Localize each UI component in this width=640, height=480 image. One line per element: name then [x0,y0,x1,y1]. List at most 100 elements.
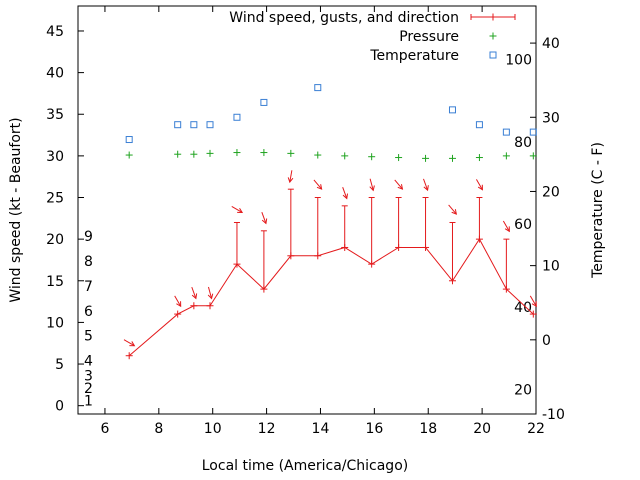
y-tick-label: 25 [46,191,64,207]
chart-marks [123,84,537,360]
temperature-point [502,128,510,136]
fahrenheit-label: 60 [514,217,532,233]
beaufort-label: 4 [84,354,93,370]
wind-direction-arrow [342,187,348,199]
beaufort-label: 8 [84,254,93,270]
y2-tick-label: 30 [542,110,560,126]
wind-speed-point [341,243,349,251]
wind-speed-point [125,352,133,360]
pressure-point [368,153,376,161]
temperature-point [529,128,537,136]
y2-axis-title: Temperature (C - F) [590,142,606,279]
temperature-point [233,113,241,121]
x-tick-label: 18 [419,421,437,437]
y-tick-label: 5 [55,357,64,373]
y-tick-label: 10 [46,315,64,331]
wind-direction-arrow [313,179,323,190]
wind-direction-arrowhead [531,301,537,308]
x-tick-label: 14 [312,421,330,437]
wind-speed-point [529,310,537,318]
wind-speed-point [206,302,214,310]
wind-direction-arrowhead [342,193,349,200]
x-tick-label: 10 [204,421,222,437]
legend: Wind speed, gusts, and direction Pressure… [229,10,516,64]
wind-direction-arrow [191,286,197,299]
wind-speed-point [448,277,456,285]
wind-speed-point [190,302,198,310]
wind-direction-arrow [174,295,182,307]
wind-speed-point [368,260,376,268]
beaufort-label: 2 [84,381,93,397]
beaufort-label: 1 [84,394,93,410]
wind-direction-arrow [448,204,457,215]
x-axis-title: Local time (America/Chicago) [202,458,408,474]
wind-direction-arrowhead [477,184,483,191]
wind-direction-arrowhead [191,293,198,300]
beaufort-label: 3 [84,369,93,385]
pressure-point [422,154,430,162]
pressure-point [233,149,241,157]
legend-label-pressure: Pressure [399,29,459,45]
pressure-point [502,152,510,160]
wind-speed-point [174,310,182,318]
x-tick-label: 20 [473,421,491,437]
wind-direction-arrowhead [261,218,268,225]
temperature-point [314,84,322,92]
pressure-point [190,150,198,158]
temperature-point [260,98,268,106]
temperature-point [206,121,214,129]
y-tick-label: 40 [46,66,64,82]
axis-ticks: 6 8 10 12 14 16 18 20 22051015202530354045-10010… [46,6,565,437]
wind-direction-arrowhead [176,301,182,308]
fahrenheit-label: 20 [514,383,532,399]
legend-swatch-temperature [489,51,497,59]
y-tick-label: 20 [46,232,64,248]
legend-swatch-wind-point [489,13,497,21]
wind-direction-arrow [207,286,213,299]
pressure-point [125,151,133,159]
y2-tick-label: 0 [542,333,551,349]
temperature-point [448,106,456,114]
y-tick-label: 30 [46,149,64,165]
y-axis-title: Wind speed (kt - Beaufort) [8,117,24,302]
y2-tick-label: -10 [542,407,565,423]
pressure-point [448,154,456,162]
legend-swatch-pressure [489,32,497,40]
pressure-point [314,151,322,159]
plot-frame [77,5,537,415]
y2-tick-label: 20 [542,184,560,200]
beaufort-label: 9 [84,229,93,245]
fahrenheit-label: 40 [514,300,532,316]
wind-direction-arrowhead [504,226,510,233]
wind-speed-point [287,252,295,260]
y2-tick-label: 10 [542,259,560,275]
wind-speed-point [233,260,241,268]
wind-direction-arrowhead [397,184,404,190]
wind-direction-arrow [261,212,267,224]
pressure-point [174,150,182,158]
x-tick-label: 16 [365,421,383,437]
wind-direction-arrow [289,170,293,183]
wind-speed-point [260,285,268,293]
wind-direction-arrow [369,178,374,191]
temperature-point [174,121,182,129]
wind-speed-point [475,235,483,243]
wind-direction-arrowhead [237,207,244,214]
pressure-point [260,149,268,157]
wind-direction-arrow [502,220,510,232]
wind-speed-point [422,243,430,251]
beaufort-label: 7 [84,279,93,295]
wind-speed-point [314,252,322,260]
fahrenheit-label: 100 [505,52,532,68]
pressure-point [475,154,483,162]
pressure-point [395,154,403,162]
y2-tick-label: 40 [542,36,560,52]
x-tick-label: 6 [100,421,109,437]
pressure-point [206,149,214,157]
beaufort-label: 5 [84,329,93,345]
temperature-point [475,121,483,129]
wind-direction-arrowhead [129,341,136,347]
pressure-point [529,152,537,160]
legend-label-temperature: Temperature [369,48,459,64]
